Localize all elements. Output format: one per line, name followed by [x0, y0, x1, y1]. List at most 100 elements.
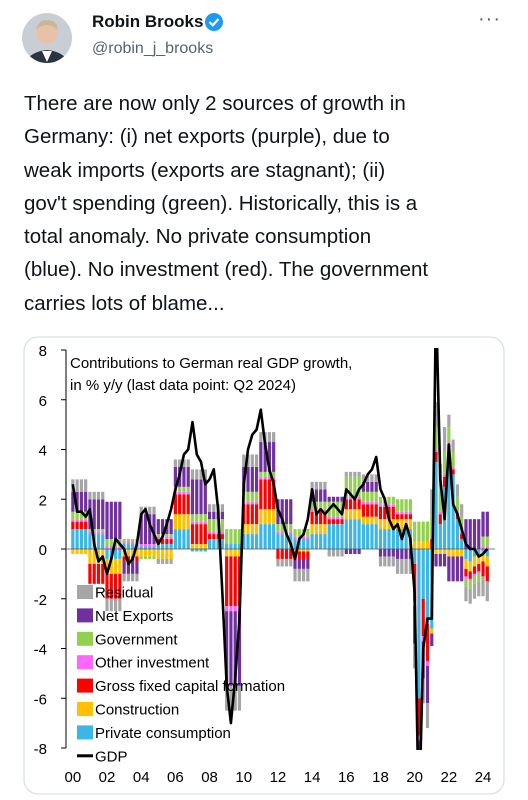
more-button[interactable]: ··· — [478, 8, 501, 30]
bar-segment — [331, 549, 336, 557]
bar-segment — [131, 539, 135, 542]
bar-segment — [438, 549, 442, 554]
bar-segment — [250, 491, 254, 502]
bar-segment — [353, 471, 357, 477]
bar-segment — [374, 474, 378, 482]
bar-segment — [451, 469, 455, 475]
bar-segment — [229, 556, 233, 607]
bar-segment — [160, 558, 165, 564]
bar-segment — [434, 553, 438, 567]
bar-segment — [254, 534, 259, 549]
bar-segment — [361, 524, 365, 549]
bar-segment — [259, 432, 263, 443]
bar-segment — [447, 427, 451, 443]
bar-segment — [408, 519, 412, 530]
bar-segment — [75, 519, 79, 522]
bar-segment — [156, 558, 160, 564]
bar-segment — [246, 524, 250, 535]
y-tick-label: -8 — [34, 741, 47, 758]
gdp-line — [71, 348, 489, 750]
bar-segment — [327, 496, 331, 502]
bar-segment — [173, 459, 177, 467]
avatar[interactable] — [20, 10, 80, 70]
bar-segment — [233, 606, 237, 612]
legend-swatch — [77, 655, 93, 670]
bar-segment — [246, 491, 250, 502]
bar-segment — [327, 516, 331, 520]
bar-segment — [306, 529, 310, 537]
bar-segment — [460, 504, 464, 517]
display-name[interactable]: Robin Brooks — [92, 12, 204, 31]
bar-segment — [387, 519, 391, 530]
bar-segment — [212, 511, 216, 520]
bar-segment — [404, 558, 408, 574]
bar-segment — [306, 539, 310, 549]
bar-segment — [451, 556, 455, 582]
bar-segment — [272, 471, 276, 477]
bar-segment — [84, 479, 88, 492]
bar-segment — [246, 454, 250, 467]
bar-segment — [421, 521, 425, 542]
bar-segment — [413, 549, 417, 564]
bar-segment — [263, 479, 267, 510]
bar-segment — [297, 568, 301, 582]
bar-segment — [186, 514, 190, 530]
bar-segment — [88, 491, 92, 500]
bar-segment — [182, 494, 186, 515]
bar-segment — [118, 501, 122, 540]
bar-segment — [447, 556, 451, 582]
bar-segment — [370, 504, 374, 517]
bar-segment — [378, 496, 383, 505]
bar-segment — [447, 549, 451, 557]
bar-segment — [361, 481, 365, 492]
bar-segment — [169, 544, 173, 549]
bar-segment — [417, 740, 421, 750]
bar-segment — [105, 573, 109, 599]
bar-segment — [327, 519, 331, 525]
x-tick-label: 02 — [99, 769, 116, 786]
bar-segment — [84, 549, 88, 554]
bar-segment — [297, 529, 301, 537]
bar-segment — [186, 459, 190, 467]
bar-segment — [477, 563, 481, 572]
bar-segment — [75, 529, 79, 549]
x-tick-label: 16 — [338, 769, 355, 786]
bar-segment — [391, 556, 395, 567]
bar-segment — [139, 549, 143, 557]
bar-segment — [297, 549, 301, 552]
x-tick-label: 04 — [133, 769, 150, 786]
bar-segment — [169, 558, 173, 564]
bar-segment — [323, 489, 327, 502]
bar-segment — [464, 558, 468, 569]
bar-segment — [233, 611, 237, 686]
bar-segment — [301, 558, 306, 569]
bar-segment — [455, 556, 459, 582]
handle[interactable]: @robin_j_brooks — [92, 40, 214, 57]
bar-segment — [233, 529, 237, 545]
bar-segment — [280, 499, 284, 525]
bar-segment — [430, 628, 434, 634]
bar-segment — [447, 449, 451, 549]
bar-segment — [353, 509, 357, 520]
bar-segment — [472, 566, 477, 574]
bar-segment — [259, 442, 263, 472]
bar-segment — [319, 489, 323, 502]
bar-segment — [361, 501, 365, 505]
bar-segment — [207, 531, 212, 535]
bar-segment — [233, 685, 237, 711]
bar-segment — [468, 571, 472, 579]
bar-segment — [477, 553, 481, 564]
bar-segment — [71, 511, 75, 520]
bar-segment — [173, 466, 177, 487]
bar-segment — [485, 581, 489, 602]
bar-segment — [340, 524, 344, 549]
bar-segment — [199, 524, 203, 545]
bar-segment — [481, 551, 485, 562]
bar-segment — [289, 558, 293, 567]
bar-segment — [88, 531, 92, 535]
bar-segment — [468, 581, 472, 589]
bar-segment — [340, 516, 344, 520]
bar-segment — [348, 549, 353, 554]
bar-segment — [169, 539, 173, 545]
bar-segment — [254, 504, 259, 525]
